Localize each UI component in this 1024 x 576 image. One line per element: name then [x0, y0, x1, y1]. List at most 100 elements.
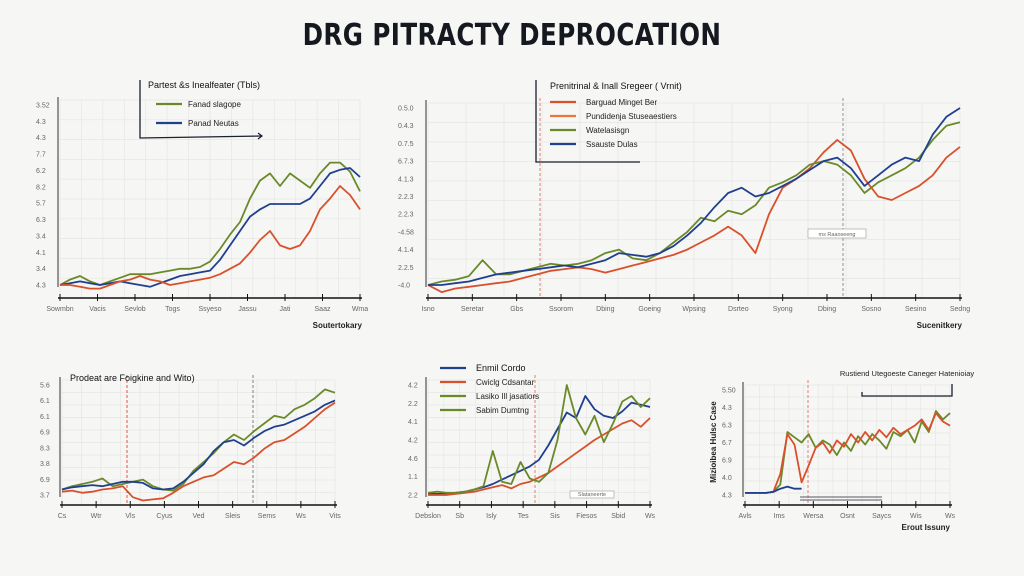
y-tick-label: 5.50	[722, 388, 736, 395]
y-tick-label: 4.3	[722, 405, 732, 412]
x-tick-label: Sems	[258, 513, 276, 520]
x-tick-label: Sesino	[905, 306, 927, 313]
legend: Enmil Cordo Cwiclg Cdsantar Lasiko Ill jas…	[440, 363, 539, 415]
x-tick-label: Cs	[58, 513, 67, 520]
series-line-blue	[59, 167, 361, 288]
y-tick-label: 3.4	[36, 233, 46, 240]
annotation-box	[807, 228, 867, 239]
y-tick-label: 5.6	[40, 383, 50, 390]
series-line-green	[745, 410, 951, 494]
y-tick-label: 2.2	[408, 401, 418, 408]
x-tick-label: Ssorom	[549, 306, 573, 313]
chart-2: -4.0 2.2.5 4.1.4 -4.58 2.2.3 2.2.3 4.1.3 6.7.3 0…	[398, 80, 970, 330]
x-tick-label: Vacis	[89, 306, 106, 313]
x-tick-label: Vls	[125, 513, 135, 520]
x-tick-label: Isly	[486, 513, 497, 520]
x-tick-label: Vits	[329, 513, 341, 520]
chart-title: Rustiend Utegoeste Caneger Hatenioiay	[840, 369, 974, 378]
x-tick-label: Saaz	[315, 306, 331, 313]
y-tick-label: -4.58	[398, 229, 414, 236]
legend-label: Barguad Minget Ber	[586, 98, 657, 107]
x-tick-label: Ssyeso	[199, 306, 222, 313]
y-tick-label: 1.1	[408, 474, 418, 481]
x-tick-label: Wtr	[91, 513, 103, 520]
series-line-red	[60, 185, 361, 290]
x-tick-label: Wersa	[803, 513, 823, 520]
y-tick-label: 0.4.3	[398, 123, 414, 130]
legend-label: Sabim Dumtng	[476, 406, 529, 415]
legend-label: Panad Neutas	[188, 119, 239, 128]
y-tick-label: 6.1	[40, 398, 50, 405]
arrow-icon	[257, 132, 263, 140]
x-tick-label: Wpsing	[682, 306, 705, 313]
x-tick-label: Sevlob	[124, 306, 146, 313]
x-axis-label: Soutertokary	[313, 321, 363, 330]
x-tick-label: Dbing	[596, 306, 614, 313]
legend-label: Ssauste Dulas	[586, 140, 638, 149]
y-tick-label: 4.3	[722, 493, 732, 500]
x-tick-label: Fiesos	[576, 513, 597, 520]
legend-label: Fanad slagope	[188, 100, 241, 109]
x-tick-label: Dsrteo	[728, 306, 749, 313]
y-tick-label: 3.4	[36, 266, 46, 273]
grid	[427, 102, 961, 299]
y-tick-label: 4.2	[408, 438, 418, 445]
x-tick-label: Jati	[280, 306, 291, 313]
chart-1: 4.3 3.4 4.1 3.4 6.3 5.7 8.2 6.2 7.7 4.3 4.3 3.52 Sow…	[36, 80, 368, 330]
x-tick-label: Ved	[192, 513, 204, 520]
y-tick-label: 3.8	[40, 461, 50, 468]
y-tick-label: 6.9	[40, 430, 50, 437]
y-tick-label: 3.7	[40, 493, 50, 500]
series-line-red	[745, 412, 951, 494]
y-tick-label: 6.3	[36, 217, 46, 224]
chart-5: 4.3 4.0 6.9 6.7 6.3 4.3 5.50 Avls Ims Wersa Osnt Sa…	[709, 369, 974, 532]
chart-title: Partest &s Inealfeater (Tbls)	[148, 80, 260, 90]
series-line-blue	[745, 485, 802, 494]
y-tick-label: 5.7	[36, 201, 46, 208]
x-tick-label: Isno	[421, 306, 434, 313]
x-tick-label: Jassu	[238, 306, 256, 313]
x-tick-label: Osnt	[840, 513, 855, 520]
annotation-text: ms Raaoseeng	[819, 232, 856, 238]
y-tick-label: 3.52	[36, 103, 50, 110]
y-tick-label: 6.7	[722, 440, 732, 447]
y-tick-label: 4.6	[408, 456, 418, 463]
x-axis-label: Sucenitkery	[917, 321, 963, 330]
annotation-box	[569, 490, 615, 499]
y-axis-label: Mizioibea Hulsc Case	[709, 401, 718, 483]
x-tick-label: Sowmbn	[46, 306, 73, 313]
y-tick-label: 6.9	[722, 458, 732, 465]
y-tick-label: 4.3	[36, 283, 46, 290]
x-tick-label: Seretar	[461, 306, 485, 313]
x-tick-label: Ws	[945, 513, 956, 520]
legend-frame	[535, 80, 640, 163]
y-tick-label: -4.0	[398, 283, 410, 290]
chart-3: 3.7 6.9 3.8 8.3 6.9 6.1 6.1 5.6 Cs Wtr Vls Cyus Ved S…	[40, 373, 341, 520]
x-tick-label: Wma	[352, 306, 368, 313]
y-tick-label: 6.3	[722, 423, 732, 430]
x-tick-label: Avls	[738, 513, 752, 520]
x-tick-label: Sleis	[225, 513, 241, 520]
y-tick-label: 0.5.0	[398, 106, 414, 113]
legend-label: Lasiko Ill jasatiors	[476, 392, 539, 401]
y-tick-label: 4.3	[36, 135, 46, 142]
chart-4: 2.2 1.1 4.6 4.2 4.1 2.2 4.2 Debslon Sb Isly Tes Sis…	[408, 363, 656, 520]
series-line-blue	[428, 107, 961, 286]
grid	[59, 99, 361, 299]
legend-frame	[861, 384, 953, 397]
legend-label: Cwiclg Cdsantar	[476, 378, 535, 387]
legend-label: Watelasisgn	[586, 126, 629, 135]
legend: Prenitrinal & Inall Sregeer ( Vrnit) Barg…	[535, 80, 682, 163]
x-tick-label: Tes	[518, 513, 529, 520]
x-tick-label: Ws	[296, 513, 307, 520]
legend-label: Enmil Cordo	[476, 363, 526, 373]
y-tick-label: 4.1	[408, 419, 418, 426]
x-tick-label: Dbing	[818, 306, 836, 313]
x-tick-label: Sosno	[861, 306, 881, 313]
x-tick-label: Ims	[774, 513, 786, 520]
x-tick-label: Ws	[645, 513, 656, 520]
y-tick-label: 6.2	[36, 168, 46, 175]
legend-frame	[139, 80, 263, 139]
legend: Partest &s Inealfeater (Tbls) Fanad slago…	[139, 80, 263, 140]
